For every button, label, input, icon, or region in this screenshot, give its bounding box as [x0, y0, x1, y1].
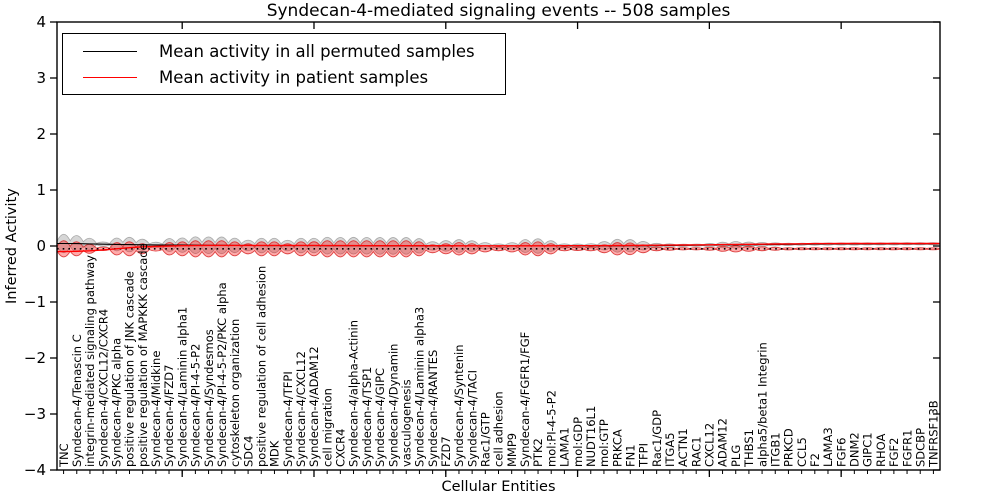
- x-category-label: Syndecan-4/Midkine: [149, 351, 163, 467]
- x-category-label: THBS1: [742, 429, 756, 468]
- legend-label-permuted: Mean activity in all permuted samples: [159, 41, 475, 61]
- x-category-label: Syndecan-4/RANTES: [426, 350, 440, 467]
- x-category-label: PRKCA: [610, 429, 624, 467]
- x-category-label: TNFRSF13B: [927, 400, 941, 468]
- x-category-label: Syndecan-4/Laminin alpha3: [413, 307, 427, 467]
- x-category-label: mol:GDP: [571, 417, 585, 467]
- x-category-label: Syndecan-4/FZD7: [162, 365, 176, 467]
- y-tick-label: 4: [36, 13, 46, 31]
- x-category-label: FN1: [624, 444, 638, 467]
- x-category-label: Syndecan-4/Syndesmos: [202, 329, 216, 467]
- x-category-label: Syndecan-4/Dynamin: [386, 344, 400, 467]
- x-axis-label: Cellular Entities: [441, 479, 556, 495]
- x-category-label: Syndecan-4/Syntenin: [452, 344, 466, 467]
- x-category-label: FGF2: [887, 438, 901, 467]
- y-tick-label: 1: [36, 181, 46, 199]
- x-category-label: Syndecan-4/ADAM12: [307, 346, 321, 467]
- x-category-label: positive regulation of cell adhesion: [255, 266, 269, 467]
- x-category-label: DNM2: [848, 432, 862, 467]
- x-category-label: vasculogenesis: [399, 379, 413, 467]
- legend-box: Mean activity in all permuted samples Me…: [62, 33, 506, 95]
- x-category-label: cell adhesion: [492, 391, 506, 467]
- x-category-label: positive regulation of MAPKKK cascade: [136, 243, 150, 467]
- x-category-label: RHOA: [874, 434, 888, 467]
- x-category-label: Syndecan-4/PI-4-5-P2: [189, 344, 203, 467]
- x-category-label: FGFR1: [900, 430, 914, 467]
- x-category-label: PTK2: [531, 438, 545, 467]
- x-category-label: Syndecan-4/alpha-Actinin: [347, 320, 361, 467]
- chart-title: Syndecan-4-mediated signaling events -- …: [266, 1, 731, 21]
- x-category-label: integrin-mediated signaling pathway: [83, 255, 97, 467]
- x-category-label: ADAM12: [716, 418, 730, 467]
- x-category-label: PRKCD: [782, 428, 796, 467]
- x-category-label: Syndecan-4/TFPI: [281, 371, 295, 467]
- legend-row-permuted: Mean activity in all permuted samples: [63, 38, 505, 64]
- x-category-label: Syndecan-4/CXCL12/CXCR4: [96, 309, 110, 467]
- x-category-label: FZD7: [439, 436, 453, 467]
- x-category-label: Syndecan-4/FGFR1/FGF: [518, 332, 532, 467]
- x-category-label: Syndecan-4/PI-4-5-P2/PKC alpha: [215, 282, 229, 467]
- x-category-label: MMP9: [505, 433, 519, 467]
- x-category-label: GIPC1: [861, 432, 875, 467]
- y-tick-label: 2: [36, 125, 46, 143]
- y-tick-label: −4: [24, 461, 46, 479]
- y-tick-label: 3: [36, 69, 46, 87]
- y-tick-label: −3: [24, 405, 46, 423]
- x-category-label: Syndecan-4/Tenascin C: [70, 334, 84, 467]
- x-category-label: ITGA5: [663, 432, 677, 467]
- x-category-label: Syndecan-4/GIPC: [373, 368, 387, 467]
- x-category-label: F2: [808, 453, 822, 467]
- legend-label-patient: Mean activity in patient samples: [159, 67, 429, 87]
- x-category-label: alpha5/beta1 Integrin: [755, 342, 769, 467]
- legend-row-patient: Mean activity in patient samples: [63, 64, 505, 90]
- x-category-label: Syndecan-4/Laminin alpha1: [175, 307, 189, 467]
- y-tick-label: −1: [24, 293, 46, 311]
- mean-line-patient: [57, 242, 940, 253]
- x-category-label: SDC4: [241, 435, 255, 467]
- x-category-label: Rac1/GDP: [650, 410, 664, 467]
- x-category-label: SDCBP: [913, 428, 927, 467]
- x-category-label: CXCL12: [703, 423, 717, 467]
- x-category-label: NUDT16L1: [584, 406, 598, 467]
- x-category-label: Syndecan-4/TSP1: [360, 367, 374, 467]
- x-category-label: Rac1/GTP: [479, 412, 493, 467]
- x-category-label: ACTN1: [676, 428, 690, 467]
- x-category-label: mol:GTP: [597, 419, 611, 467]
- x-category-label: mol:PI-4-5-P2: [544, 390, 558, 467]
- legend-line-patient: [83, 76, 137, 78]
- x-category-label: LAMA3: [821, 427, 835, 467]
- x-category-label: CCL5: [795, 437, 809, 467]
- x-category-label: positive regulation of JNK cascade: [123, 271, 137, 467]
- x-category-label: Syndecan-4/PKC alpha: [110, 338, 124, 467]
- x-category-label: PLG: [729, 445, 743, 467]
- x-category-label: Syndecan-4/CXCL12: [294, 351, 308, 467]
- x-category-label: FGF6: [834, 438, 848, 467]
- x-category-label: MDK: [268, 440, 282, 467]
- y-tick-label: −2: [24, 349, 46, 367]
- x-category-label: Syndecan-4/TACI: [465, 370, 479, 467]
- x-category-label: CXCR4: [334, 429, 348, 467]
- x-category-label: RAC1: [689, 436, 703, 467]
- x-category-label: TNC: [57, 443, 71, 468]
- x-category-label: cytoskeleton organization: [228, 319, 242, 467]
- legend-line-permuted: [83, 50, 137, 52]
- x-category-label: LAMA1: [558, 427, 572, 467]
- y-axis-label: Inferred Activity: [4, 188, 20, 304]
- x-category-label: cell migration: [320, 388, 334, 467]
- x-category-label: ITGB1: [769, 432, 783, 467]
- y-tick-label: 0: [36, 237, 46, 255]
- x-category-label: TFPI: [637, 443, 651, 468]
